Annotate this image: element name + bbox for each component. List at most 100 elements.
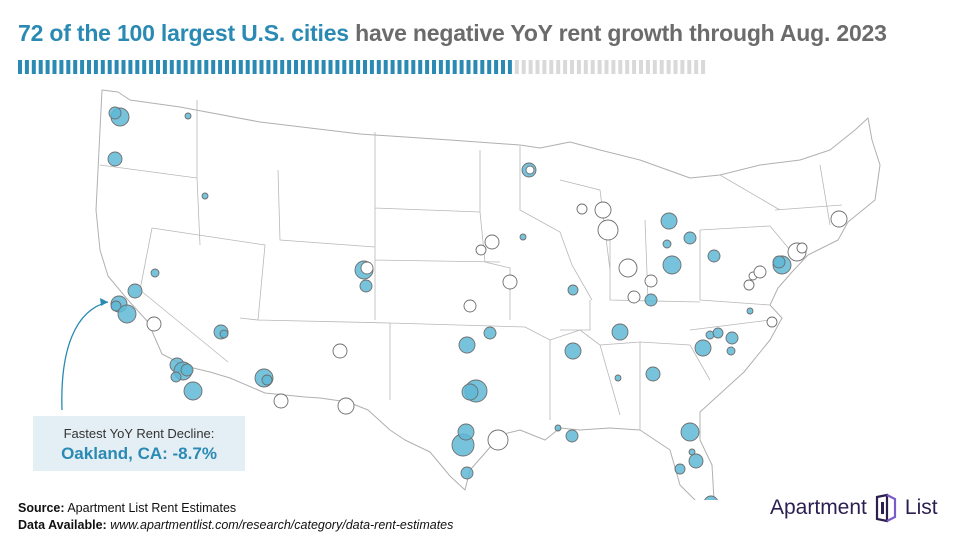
- tick-empty: [687, 60, 692, 74]
- city-negative-marker: [772, 255, 786, 269]
- tick-empty: [583, 60, 588, 74]
- city-negative-marker: [644, 293, 658, 307]
- title-highlight: 72 of the 100 largest U.S. cities: [18, 20, 349, 46]
- tick-filled: [156, 60, 160, 74]
- tick-filled: [397, 60, 402, 74]
- city-negative-marker: [746, 307, 754, 315]
- source-text: Apartment List Rent Estimates: [67, 501, 237, 515]
- tick-filled: [438, 60, 443, 74]
- city-negative-marker: [108, 106, 122, 120]
- city-positive-marker: [475, 244, 487, 256]
- tick-empty: [673, 60, 678, 74]
- tick-filled: [501, 60, 505, 74]
- tick-filled: [452, 60, 457, 74]
- tick-empty: [590, 60, 595, 74]
- tick-filled: [121, 60, 126, 74]
- city-negative-marker: [565, 429, 579, 443]
- tick-filled: [287, 60, 292, 74]
- city-positive-marker: [463, 299, 477, 313]
- tick-filled: [307, 60, 312, 74]
- tick-filled: [24, 60, 29, 74]
- city-positive-marker: [766, 316, 778, 328]
- tick-empty: [604, 60, 609, 74]
- tick-empty: [563, 60, 568, 74]
- data-line: Data Available: www.apartmentlist.com/re…: [18, 517, 453, 534]
- city-negative-marker: [611, 323, 629, 341]
- city-negative-marker: [183, 381, 203, 401]
- tick-empty: [680, 60, 685, 74]
- city-negative-marker: [645, 366, 661, 382]
- city-positive-marker: [525, 165, 535, 175]
- tick-empty: [701, 60, 706, 74]
- city-negative-marker: [683, 231, 697, 245]
- tick-filled: [356, 60, 361, 74]
- tick-filled: [204, 60, 209, 74]
- tick-filled: [459, 60, 464, 74]
- tick-empty: [549, 60, 554, 74]
- city-negative-marker: [458, 336, 476, 354]
- chart-title: 72 of the 100 largest U.S. cities have n…: [18, 20, 887, 47]
- source-label: Source:: [18, 501, 65, 515]
- tick-filled: [162, 60, 167, 74]
- tick-empty: [528, 60, 533, 74]
- tick-filled: [73, 60, 78, 74]
- city-negative-marker: [662, 255, 682, 275]
- tick-empty: [535, 60, 540, 74]
- city-negative-marker: [660, 212, 678, 230]
- city-negative-marker: [567, 284, 579, 296]
- us-map: [61, 89, 881, 500]
- city-negative-marker: [201, 192, 209, 200]
- city-positive-marker: [597, 219, 619, 241]
- tick-filled: [335, 60, 340, 74]
- city-positive-marker: [576, 203, 588, 215]
- tick-filled: [259, 60, 264, 74]
- city-negative-marker: [680, 422, 700, 442]
- tick-filled: [266, 60, 271, 74]
- tick-filled: [38, 60, 43, 74]
- city-positive-marker: [487, 429, 509, 451]
- tick-filled: [507, 60, 512, 74]
- city-negative-marker: [704, 495, 718, 500]
- tick-filled: [494, 60, 499, 74]
- data-label: Data Available:: [18, 518, 107, 532]
- tick-filled: [342, 60, 347, 74]
- tick-filled: [314, 60, 319, 74]
- logo-text-left: Apartment: [770, 496, 867, 519]
- tick-filled: [369, 60, 374, 74]
- tick-filled: [349, 60, 354, 74]
- tick-empty: [570, 60, 574, 74]
- callout-value: Oakland, CA: -8.7%: [61, 444, 217, 463]
- city-negative-marker: [261, 374, 273, 386]
- tick-filled: [100, 60, 105, 74]
- state-borders: [99, 100, 843, 430]
- city-negative-marker: [219, 329, 229, 339]
- city-negative-marker: [110, 300, 122, 312]
- tick-filled: [197, 60, 202, 74]
- source-line: Source: Apartment List Rent Estimates: [18, 500, 453, 517]
- data-url: www.apartmentlist.com/research/category/…: [110, 518, 454, 532]
- tick-empty: [597, 60, 602, 74]
- tick-empty: [611, 60, 616, 74]
- city-positive-marker: [627, 290, 641, 304]
- tick-filled: [252, 60, 257, 74]
- city-negative-marker: [359, 279, 373, 293]
- tick-filled: [211, 60, 216, 74]
- tick-filled: [128, 60, 133, 74]
- city-negative-marker: [461, 383, 479, 401]
- tick-empty: [694, 60, 699, 74]
- tick-empty: [632, 60, 637, 74]
- city-negative-marker: [483, 326, 497, 340]
- tick-filled: [142, 60, 147, 74]
- city-markers: [107, 106, 848, 500]
- tick-filled: [390, 60, 395, 74]
- tick-filled: [231, 60, 236, 74]
- tick-filled: [59, 60, 64, 74]
- tick-filled: [480, 60, 485, 74]
- tick-filled: [93, 60, 98, 74]
- tick-filled: [280, 60, 285, 74]
- city-negative-marker: [117, 304, 137, 324]
- callout-arrow: [61, 301, 109, 411]
- city-positive-marker: [618, 258, 638, 278]
- tick-filled: [245, 60, 250, 74]
- tick-filled: [169, 60, 174, 74]
